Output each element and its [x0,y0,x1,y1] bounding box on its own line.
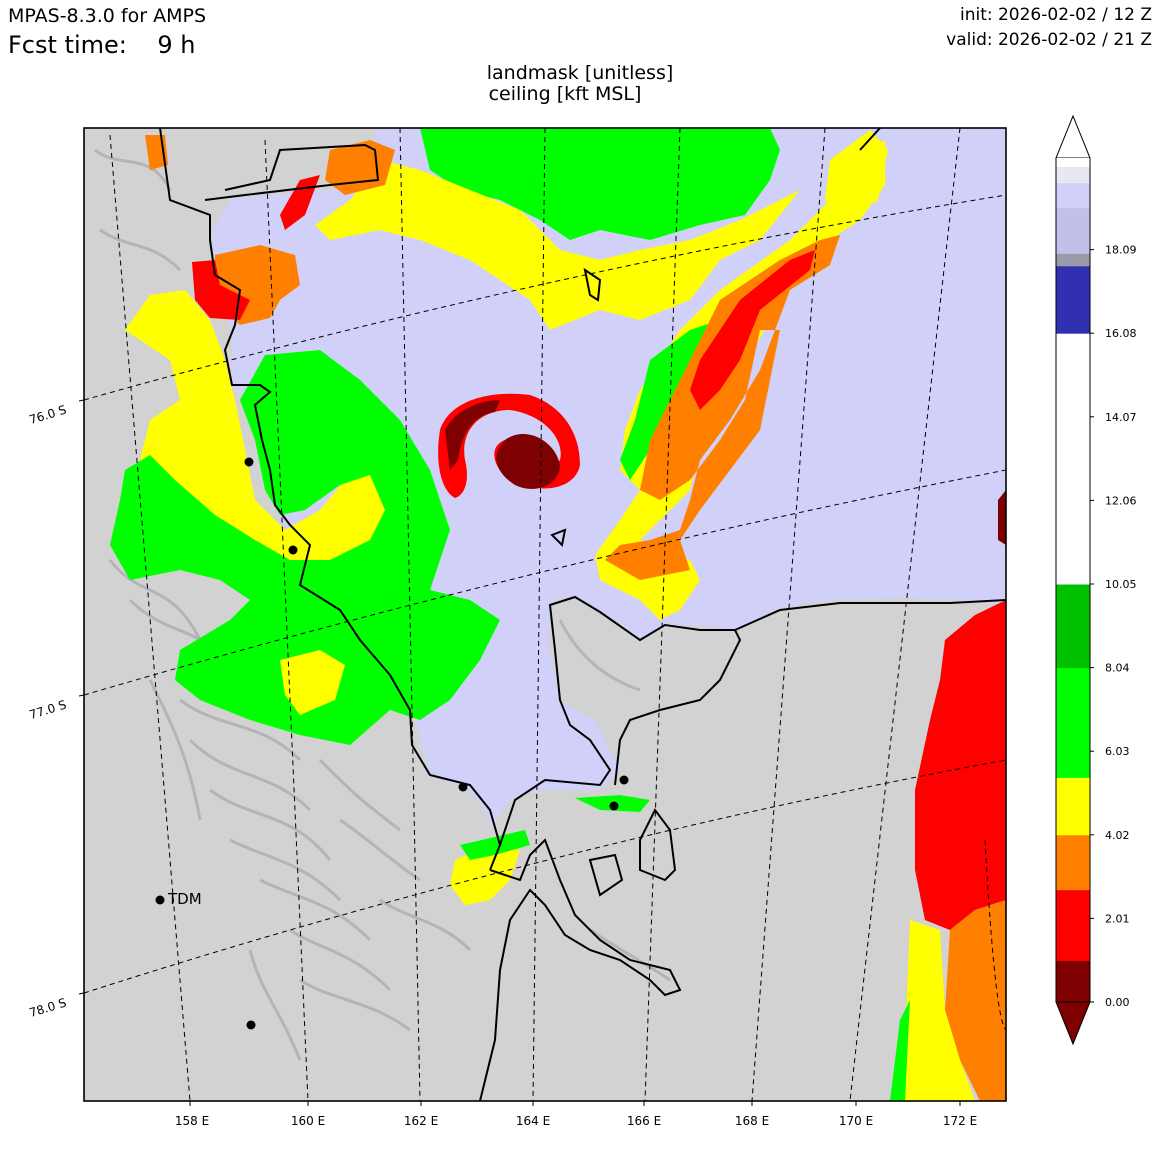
ceiling-region-orange-nw [325,140,395,195]
lon-labels: 158 E 160 E 162 E 164 E 166 E 168 E 170 … [175,1114,977,1128]
colorbar-band [1056,960,1090,1003]
lon-label: 160 E [291,1114,325,1128]
lon-label: 164 E [516,1114,550,1128]
station-marker [288,545,298,555]
colorbar-tick-label: 10.05 [1105,578,1137,591]
ceiling-region-orange-front [605,235,840,580]
colorbar-outline [1055,158,1091,1002]
ceiling-region-yellow-north [315,160,800,330]
ceiling-region-yellow-west-2 [280,650,345,715]
colorbar-tick-label: 6.03 [1105,745,1130,758]
map-title-ceiling: ceiling [kft MSL] [488,83,642,105]
colorbar-band [1056,182,1090,209]
colorbar-band [1056,158,1090,167]
colorbar-tick-label: 16.08 [1105,327,1137,340]
station-marker [246,1020,256,1030]
ceiling-region-red-west [192,260,250,320]
colorbar-band [1056,667,1090,778]
coastlines [159,128,1006,1101]
colorbar-tick-label: 8.04 [1105,662,1130,675]
ceiling-field [110,128,1006,1101]
colorbar-band [1056,253,1090,267]
graticule [84,128,1006,1101]
ceiling-region-green-south [460,830,530,860]
colorbar-band [1056,584,1090,669]
lon-label: 158 E [175,1114,209,1128]
ceiling-region-red-front [690,250,815,410]
land-ross-ice-shelf [470,596,1006,1101]
ceiling-region-yellow-front [595,140,885,620]
colorbar-tick-label: 12.06 [1105,494,1137,507]
ceiling-region-darkred-swirl-core [496,434,560,489]
colorbar-tick-label: 2.01 [1105,912,1130,925]
colorbar-tick-label: 0.00 [1105,996,1130,1009]
colorbar-band [1056,834,1090,891]
ceiling-region-green-west [110,350,500,745]
lat-labels: 76.0 S 77.0 S 78.0 S [27,399,85,1020]
ceiling-region-red-nw-streak [280,175,320,230]
colorbar-band [1056,207,1090,254]
ceiling-region-yellow-south [450,845,520,905]
model-label: MPAS-8.3.0 for AMPS [8,5,207,27]
lat-label: 78.0 S [27,995,68,1020]
lon-label: 172 E [943,1114,977,1128]
colorbar-tick-label: 4.02 [1105,829,1130,842]
colorbar-tick-label: 18.09 [1105,244,1137,257]
lat-label: 76.0 S [27,402,68,427]
ceiling-region-green-east [890,1000,910,1101]
station-label-tdm: TDM [167,890,202,908]
station-marker [458,782,468,792]
lat-label: 77.0 S [27,697,68,722]
colorbar-band [1056,333,1090,585]
stations [155,457,629,1030]
lon-axis [189,1101,961,1106]
ceiling-region-orange-east [945,900,1006,1101]
colorbar-extend-high [1055,114,1091,159]
valid-time: valid: 2026-02-02 / 21 Z [946,30,1152,50]
colorbar-band [1056,777,1090,836]
station-marker-tdm [155,895,165,905]
ceiling-region-yellow-ne [825,130,888,220]
station-marker [609,801,619,811]
lon-label: 170 E [839,1114,873,1128]
map-frame [83,127,1007,1102]
colorbar: 0.00 2.01 4.02 6.03 8.04 10.05 12.06 14.07 16.08… [1055,114,1137,1046]
ceiling-region-yellow-west [125,290,390,600]
colorbar-tick-label: 14.07 [1105,411,1137,424]
colorbar-band [1056,166,1090,184]
ceiling-region-yellow-east [900,920,975,1101]
forecast-time-label: Fcst time: [8,31,127,59]
colorbar-extend-low [1055,1001,1091,1046]
ceiling-region-green-north [420,128,780,240]
map-title-landmask: landmask [unitless] [486,62,674,84]
map-area: TDM [84,128,1006,1101]
lon-label: 166 E [627,1114,661,1128]
lon-label: 168 E [735,1114,769,1128]
station-marker [619,775,629,785]
terrain-shading [94,148,671,1061]
forecast-time: Fcst time: 9 h [8,31,195,59]
ceiling-region-darkred-east [998,490,1006,545]
colorbar-band [1056,889,1090,961]
forecast-time-value: 9 h [157,31,196,59]
lon-label: 162 E [404,1114,438,1128]
ceiling-region-red-east [915,600,1006,930]
station-marker [244,457,254,467]
init-time: init: 2026-02-02 / 12 Z [959,5,1152,25]
ceiling-region-darkred-swirl-edge [445,400,500,470]
colorbar-band [1056,265,1090,334]
